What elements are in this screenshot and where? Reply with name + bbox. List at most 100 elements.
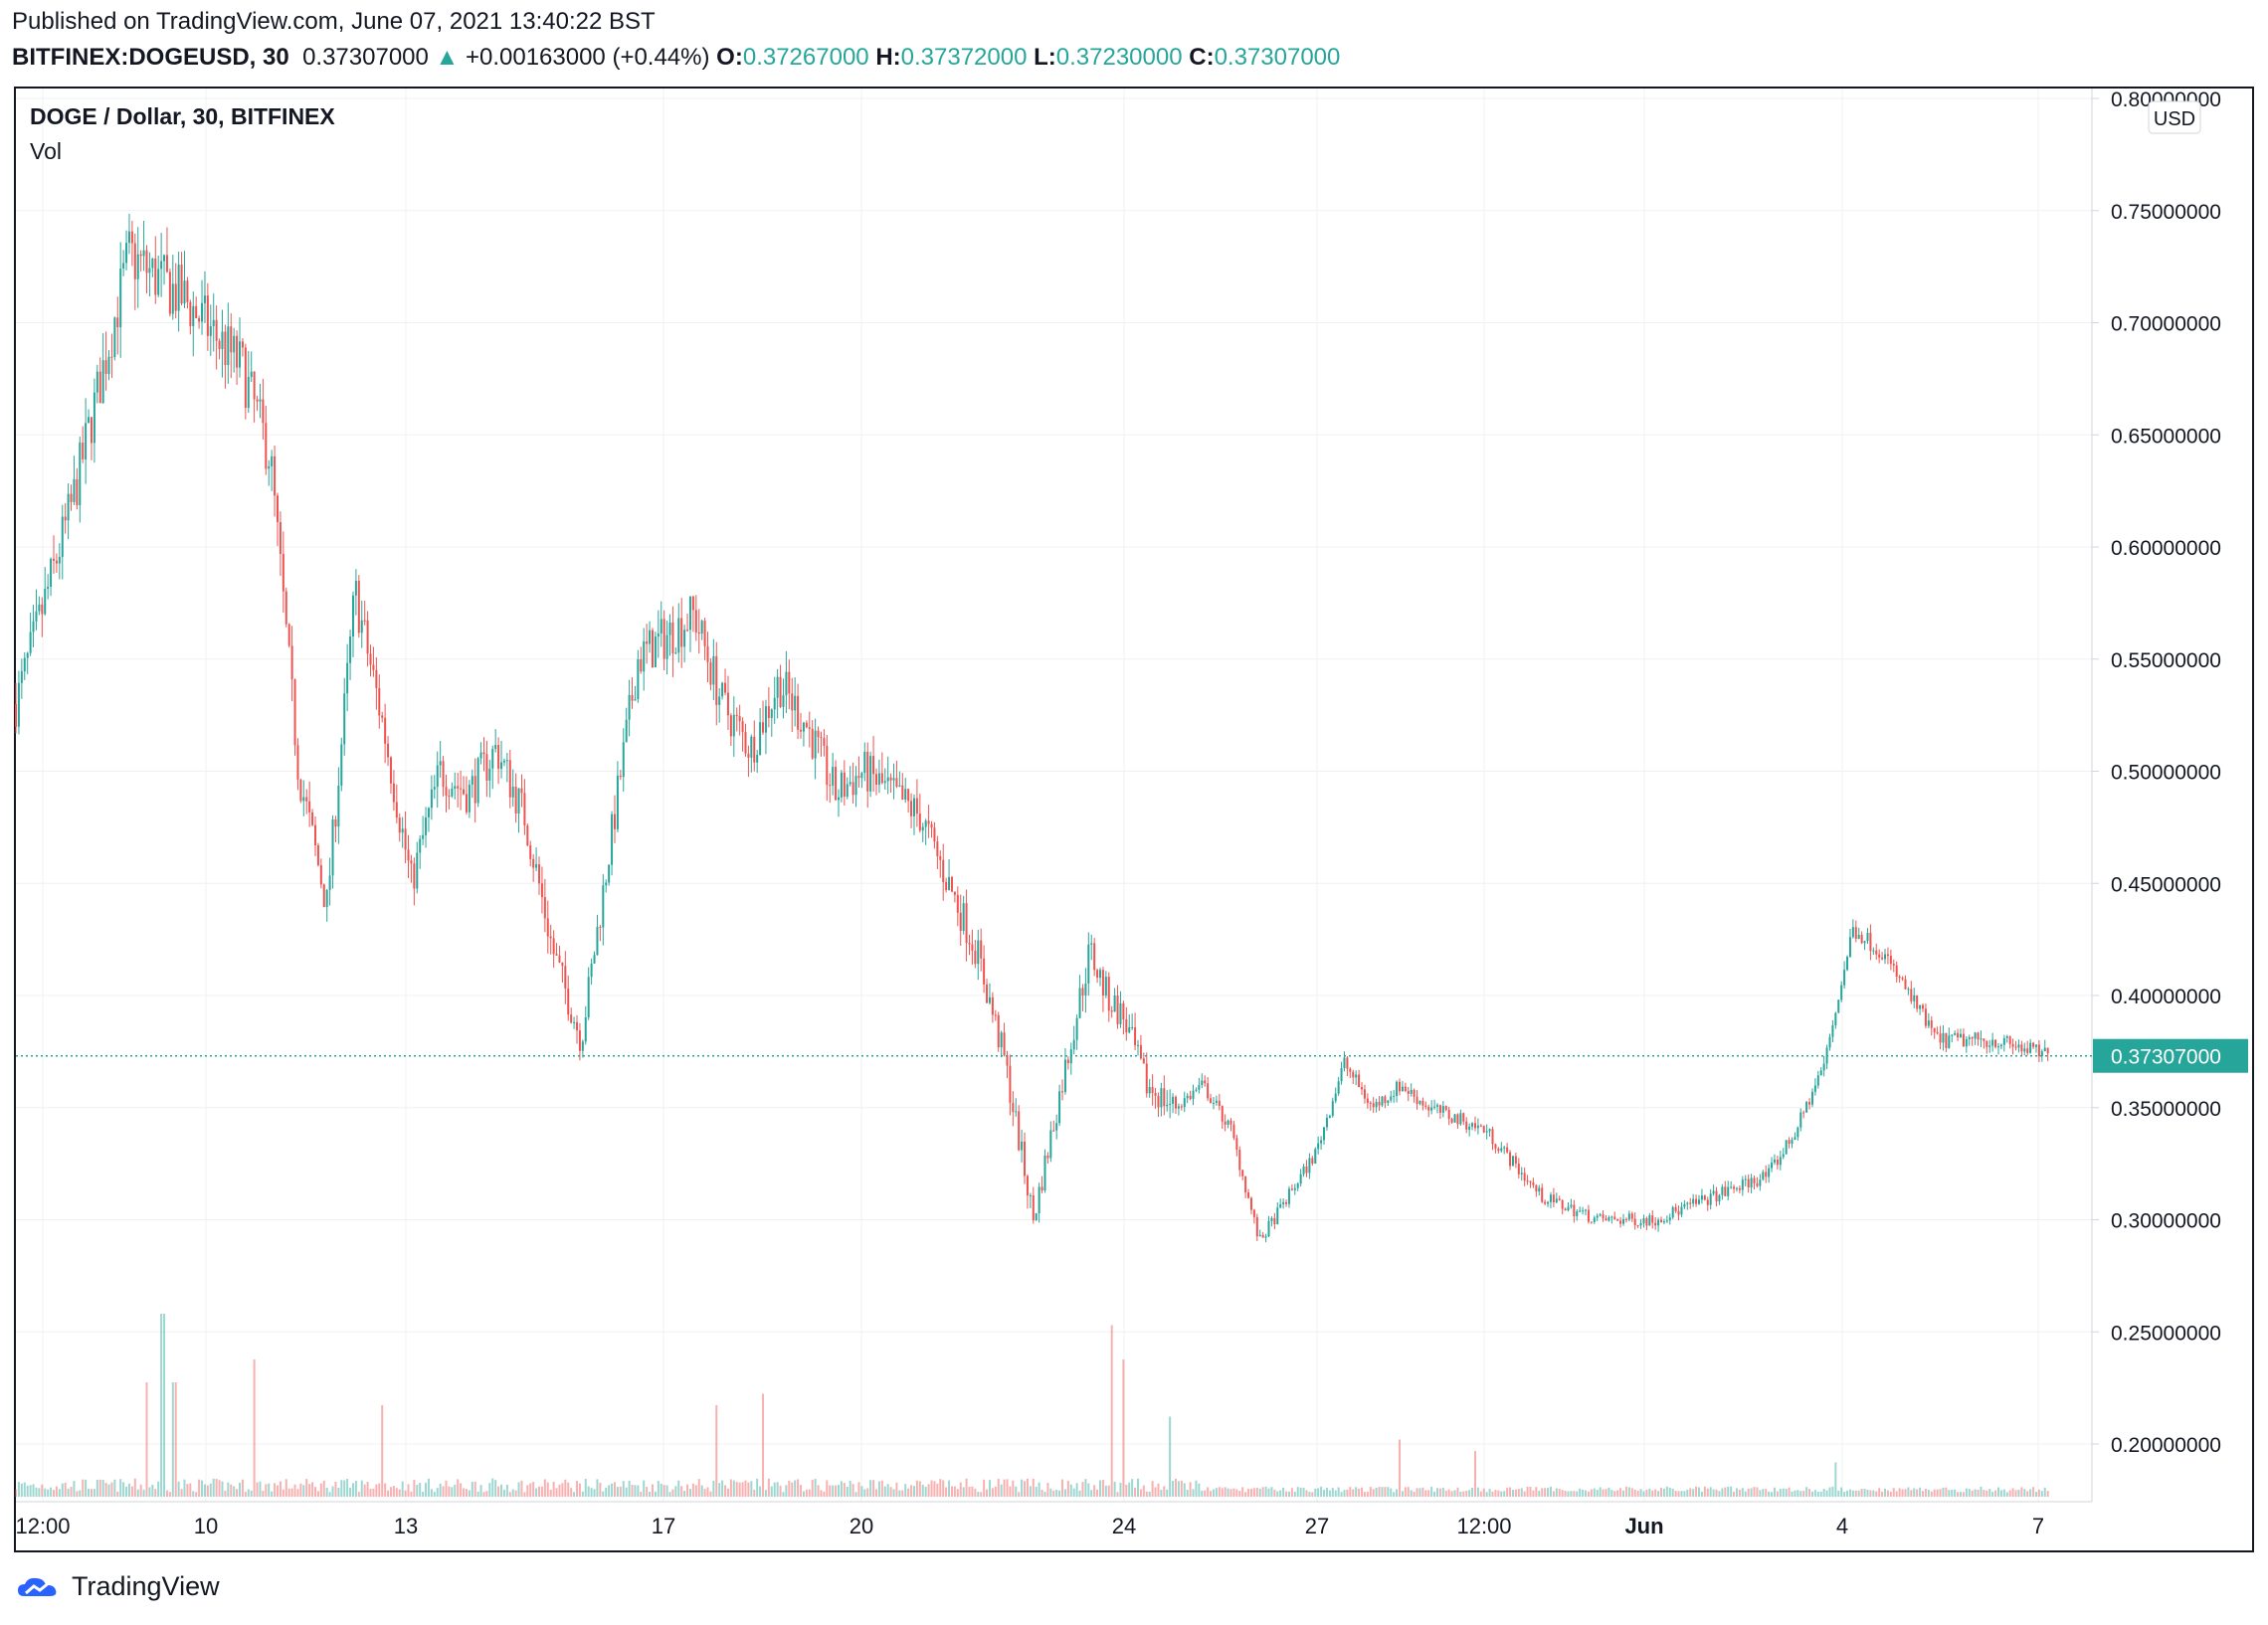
candle-body [1441, 1106, 1444, 1113]
volume-bar [313, 1487, 316, 1497]
volume-bar [247, 1489, 250, 1497]
currency-badge[interactable]: USD [2148, 100, 2201, 134]
candle-body [253, 371, 256, 400]
candle-body [1526, 1180, 1529, 1182]
volume-bar [1252, 1488, 1255, 1497]
candle-body [526, 824, 529, 846]
volume-bar [448, 1486, 451, 1497]
volume-bar [1221, 1488, 1224, 1497]
candle-body [581, 1041, 584, 1051]
volume-bar [284, 1479, 287, 1497]
candle-body [1977, 1032, 1980, 1040]
volume-bar [898, 1490, 901, 1497]
volume-bar [877, 1481, 880, 1497]
candle-body [1616, 1218, 1619, 1221]
candle-body [233, 335, 236, 353]
volume-bar [1750, 1488, 1753, 1497]
volume-bar [328, 1492, 331, 1497]
volume-bar [726, 1488, 729, 1497]
volume-bar [130, 1486, 133, 1497]
last-price: 0.37307000 [302, 44, 429, 71]
candle-body [1771, 1162, 1774, 1169]
volume-bar [419, 1482, 422, 1497]
candle-body [206, 295, 209, 336]
volume-bar [1779, 1489, 1782, 1497]
volume-bar [1384, 1487, 1387, 1497]
candle-body [520, 788, 523, 794]
candle-body [174, 283, 177, 311]
candle-body [1276, 1207, 1279, 1225]
candle-body [198, 317, 201, 322]
volume-bar [1416, 1488, 1418, 1497]
candle-body [1985, 1040, 1988, 1047]
candle-body [651, 630, 654, 667]
candle-body [1991, 1039, 1994, 1046]
candle-body [732, 714, 735, 737]
candle-body [590, 963, 593, 978]
candle-body [1018, 1111, 1021, 1151]
candle-body [1325, 1117, 1328, 1128]
volume-bar [732, 1480, 735, 1497]
volume-bar [1607, 1487, 1610, 1497]
candle-body [1816, 1075, 1819, 1086]
volume-bar [817, 1485, 820, 1497]
candle-body [1692, 1198, 1695, 1204]
volume-bar [1195, 1480, 1198, 1497]
candle-body [1689, 1202, 1692, 1204]
candle-body [1244, 1175, 1247, 1192]
volume-bar [354, 1480, 357, 1497]
candle-body [1003, 1032, 1006, 1056]
candle-body [1049, 1130, 1052, 1159]
candle-body [1791, 1140, 1794, 1145]
candle-body [127, 231, 130, 244]
volume-bar [2037, 1489, 2040, 1497]
candle-body [1247, 1191, 1250, 1198]
volume-bar [1962, 1492, 1965, 1497]
candle-body [1043, 1155, 1046, 1191]
candle-body [1886, 954, 1889, 957]
low-value: 0.37230000 [1055, 44, 1183, 71]
volume-bar [605, 1487, 608, 1497]
volume-bar [157, 1481, 160, 1497]
volume-bar [299, 1483, 302, 1497]
volume-bar [971, 1486, 974, 1497]
candle-body [1700, 1195, 1703, 1200]
volume-bar [502, 1489, 505, 1497]
candle-body [1529, 1180, 1532, 1182]
candle-body [851, 782, 854, 796]
candle-body [1488, 1129, 1491, 1132]
volume-bar [445, 1480, 448, 1497]
volume-bar [863, 1489, 866, 1497]
volume-bar [921, 1484, 924, 1497]
volume-bar [1424, 1490, 1427, 1497]
volume-bar [889, 1487, 892, 1497]
candle-body [404, 828, 407, 850]
volume-bar [259, 1481, 262, 1497]
volume-bar [849, 1481, 851, 1497]
tradingview-footer[interactable]: TradingView [14, 1571, 220, 1602]
candle-body [1913, 994, 1916, 1001]
candle-body [1538, 1187, 1541, 1192]
volume-bar [1247, 1489, 1250, 1497]
candle-body [1910, 989, 1913, 1001]
volume-bar [1148, 1491, 1151, 1497]
candle-body [683, 630, 686, 647]
volume-bar [1535, 1487, 1538, 1497]
volume-bar [107, 1484, 110, 1497]
candle-body [1741, 1179, 1744, 1190]
candle-body [1352, 1071, 1355, 1078]
candle-body [1901, 978, 1904, 980]
volume-bar [1387, 1487, 1390, 1497]
candle-body [1148, 1087, 1151, 1094]
candle-body [1544, 1201, 1547, 1204]
candle-body [1427, 1106, 1430, 1111]
volume-bar [1096, 1489, 1099, 1497]
candle-body [677, 618, 680, 653]
candle-body [436, 765, 439, 788]
candle-body [311, 812, 314, 825]
candle-body [154, 258, 157, 295]
volume-bar [1142, 1485, 1145, 1497]
candle-body [1349, 1068, 1352, 1072]
volume-bar [622, 1481, 625, 1497]
